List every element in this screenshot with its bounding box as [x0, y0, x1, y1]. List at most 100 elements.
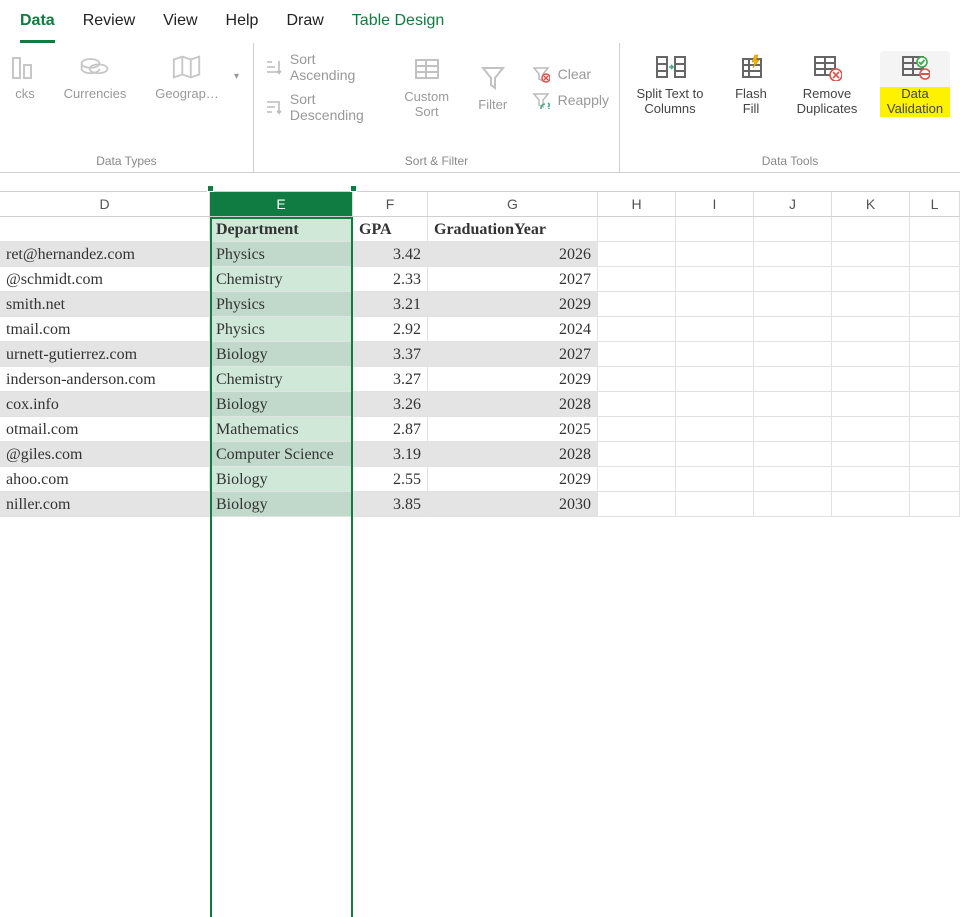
cell[interactable]	[832, 267, 910, 291]
cell[interactable]: Physics	[210, 242, 353, 266]
cell[interactable]: Biology	[210, 467, 353, 491]
cell[interactable]	[910, 392, 960, 416]
cell[interactable]	[598, 292, 676, 316]
cell[interactable]: @schmidt.com	[0, 267, 210, 291]
col-header-E[interactable]: E	[210, 192, 353, 216]
btn-split-text[interactable]: Split Text to Columns	[630, 51, 710, 117]
cell[interactable]	[910, 242, 960, 266]
cell[interactable]	[910, 467, 960, 491]
cell[interactable]: 3.19	[353, 442, 428, 466]
btn-geography[interactable]: Geograp…	[150, 51, 224, 102]
cell[interactable]	[676, 292, 754, 316]
header-cell[interactable]	[0, 217, 210, 241]
cell[interactable]	[676, 317, 754, 341]
col-header-G[interactable]: G	[428, 192, 598, 216]
cell[interactable]	[598, 467, 676, 491]
cell[interactable]	[676, 392, 754, 416]
btn-sort-desc[interactable]: Sort Descending	[264, 91, 382, 123]
cell[interactable]	[754, 392, 832, 416]
cell[interactable]	[598, 442, 676, 466]
cell[interactable]	[832, 367, 910, 391]
cell[interactable]	[598, 342, 676, 366]
cell[interactable]	[676, 367, 754, 391]
cell[interactable]: otmail.com	[0, 417, 210, 441]
col-header-D[interactable]: D	[0, 192, 210, 216]
cell[interactable]	[910, 292, 960, 316]
cell[interactable]	[754, 342, 832, 366]
cell[interactable]: 2029	[428, 292, 598, 316]
cell[interactable]: Computer Science	[210, 442, 353, 466]
header-cell[interactable]	[910, 217, 960, 241]
chevron-down-icon[interactable]: ▾	[234, 71, 239, 82]
col-header-K[interactable]: K	[832, 192, 910, 216]
header-cell[interactable]	[598, 217, 676, 241]
tab-help[interactable]: Help	[226, 12, 259, 43]
col-header-I[interactable]: I	[676, 192, 754, 216]
btn-currencies[interactable]: Currencies	[58, 51, 132, 102]
tab-data[interactable]: Data	[20, 12, 55, 43]
col-header-L[interactable]: L	[910, 192, 960, 216]
header-cell[interactable]	[676, 217, 754, 241]
cell[interactable]: Physics	[210, 317, 353, 341]
cell[interactable]	[832, 292, 910, 316]
cell[interactable]	[598, 317, 676, 341]
btn-custom-sort[interactable]: Custom Sort	[399, 54, 453, 120]
cell[interactable]	[832, 467, 910, 491]
cell[interactable]: 2029	[428, 367, 598, 391]
btn-filter[interactable]: Filter	[472, 62, 514, 113]
btn-data-validation[interactable]: Data Validation	[880, 51, 950, 117]
header-cell[interactable]: Department	[210, 217, 353, 241]
cell[interactable]: 3.26	[353, 392, 428, 416]
cell[interactable]: 2030	[428, 492, 598, 516]
cell[interactable]	[832, 317, 910, 341]
cell[interactable]	[754, 367, 832, 391]
cell[interactable]: 2024	[428, 317, 598, 341]
cell[interactable]: 2026	[428, 242, 598, 266]
cell[interactable]	[676, 417, 754, 441]
header-cell[interactable]	[754, 217, 832, 241]
cell[interactable]	[832, 492, 910, 516]
cell[interactable]: Chemistry	[210, 267, 353, 291]
btn-flash-fill[interactable]: Flash Fill	[728, 51, 774, 117]
cell[interactable]	[598, 392, 676, 416]
tab-table-design[interactable]: Table Design	[352, 12, 445, 43]
cell[interactable]: inderson-anderson.com	[0, 367, 210, 391]
header-cell[interactable]: GPA	[353, 217, 428, 241]
cell[interactable]	[598, 242, 676, 266]
cell[interactable]: ahoo.com	[0, 467, 210, 491]
cell[interactable]	[754, 267, 832, 291]
cell[interactable]: Mathematics	[210, 417, 353, 441]
cell[interactable]	[754, 467, 832, 491]
cell[interactable]: 3.37	[353, 342, 428, 366]
grid[interactable]: DepartmentGPAGraduationYear ret@hernandez…	[0, 217, 960, 517]
cell[interactable]	[598, 492, 676, 516]
cell[interactable]	[910, 267, 960, 291]
cell[interactable]: 2027	[428, 267, 598, 291]
header-cell[interactable]: GraduationYear	[428, 217, 598, 241]
cell[interactable]: smith.net	[0, 292, 210, 316]
cell[interactable]: 2029	[428, 467, 598, 491]
header-cell[interactable]	[832, 217, 910, 241]
btn-stocks[interactable]: cks	[10, 51, 40, 102]
cell[interactable]: Biology	[210, 392, 353, 416]
cell[interactable]	[910, 417, 960, 441]
cell[interactable]: @giles.com	[0, 442, 210, 466]
cell[interactable]: 2025	[428, 417, 598, 441]
cell[interactable]: 3.21	[353, 292, 428, 316]
cell[interactable]: cox.info	[0, 392, 210, 416]
cell[interactable]	[754, 442, 832, 466]
cell[interactable]	[676, 242, 754, 266]
tab-review[interactable]: Review	[83, 12, 135, 43]
cell[interactable]	[676, 267, 754, 291]
cell[interactable]	[832, 442, 910, 466]
tab-view[interactable]: View	[163, 12, 197, 43]
cell[interactable]	[676, 467, 754, 491]
cell[interactable]: 2.87	[353, 417, 428, 441]
cell[interactable]	[832, 417, 910, 441]
cell[interactable]: ret@hernandez.com	[0, 242, 210, 266]
cell[interactable]: 3.85	[353, 492, 428, 516]
cell[interactable]	[754, 242, 832, 266]
cell[interactable]	[754, 417, 832, 441]
cell[interactable]: 2028	[428, 442, 598, 466]
cell[interactable]	[598, 417, 676, 441]
